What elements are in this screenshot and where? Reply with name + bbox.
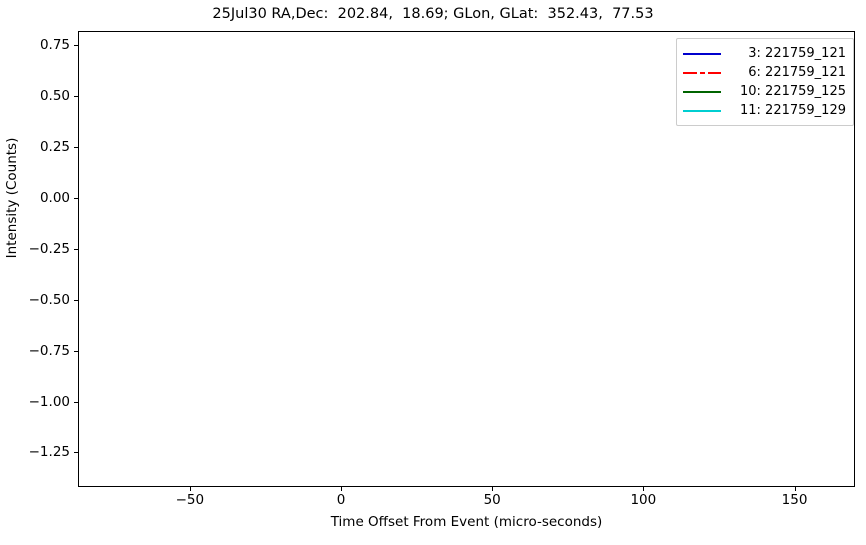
y-tick-label: 0.00 (39, 189, 70, 206)
y-tick-mark (74, 401, 78, 403)
legend-label: 11: 221759_129 (740, 103, 846, 118)
x-tick-mark (341, 487, 343, 491)
y-tick-label: 0.50 (39, 88, 70, 105)
y-tick-mark (74, 248, 78, 250)
x-tick-mark (794, 487, 796, 491)
x-tick-mark (492, 487, 494, 491)
x-tick-label: 0 (336, 492, 346, 508)
legend-color-swatch (683, 48, 721, 60)
legend-label: 10: 221759_125 (740, 84, 846, 99)
x-tick-mark (643, 487, 645, 491)
y-tick-mark (74, 197, 78, 200)
x-tick-label: 50 (483, 492, 501, 508)
legend: 3: 221759_121 6: 221759_121 10: 221759_125… (676, 38, 854, 126)
y-tick-mark (74, 45, 78, 47)
y-tick-label: 0.75 (39, 37, 70, 54)
y-tick-mark (74, 350, 78, 352)
legend-label: 6: 221759_121 (748, 65, 846, 80)
x-axis-label: Time Offset From Event (micro-seconds) (330, 514, 603, 530)
x-tick-label: −50 (175, 492, 205, 508)
y-tick-label: −0.25 (28, 240, 70, 257)
legend-label: 3: 221759_121 (748, 46, 846, 61)
x-tick-mark (189, 487, 191, 491)
x-axis-tick-labels: −50 0 50 100 150 (0, 492, 866, 512)
legend-color-swatch (683, 86, 721, 98)
y-tick-label: −0.50 (28, 291, 70, 308)
x-tick-label: 150 (781, 492, 808, 508)
y-tick-mark (74, 147, 78, 149)
y-tick-mark (74, 299, 78, 301)
x-tick-label: 100 (630, 492, 657, 508)
legend-item: 10: 221759_125 (683, 82, 846, 101)
y-tick-mark (74, 452, 78, 454)
legend-item: 11: 221759_129 (683, 101, 846, 120)
legend-item: 6: 221759_121 (683, 63, 846, 82)
page-title: 25Jul30 RA,Dec: 202.84, 18.69; GLon, GLa… (212, 6, 654, 22)
legend-color-swatch (683, 105, 721, 117)
legend-item: 3: 221759_121 (683, 44, 846, 63)
y-tick-label: 0.25 (39, 139, 70, 156)
y-tick-mark (74, 96, 78, 98)
y-tick-label: −1.00 (28, 393, 70, 410)
legend-color-swatch (683, 67, 721, 79)
y-tick-label: −0.75 (28, 342, 70, 359)
y-tick-label: −1.25 (28, 444, 70, 461)
y-axis-tick-labels: 0.75 0.50 0.25 0.00 −0.25 −0.50 −0.75 −1.00 −1.2… (0, 31, 70, 487)
